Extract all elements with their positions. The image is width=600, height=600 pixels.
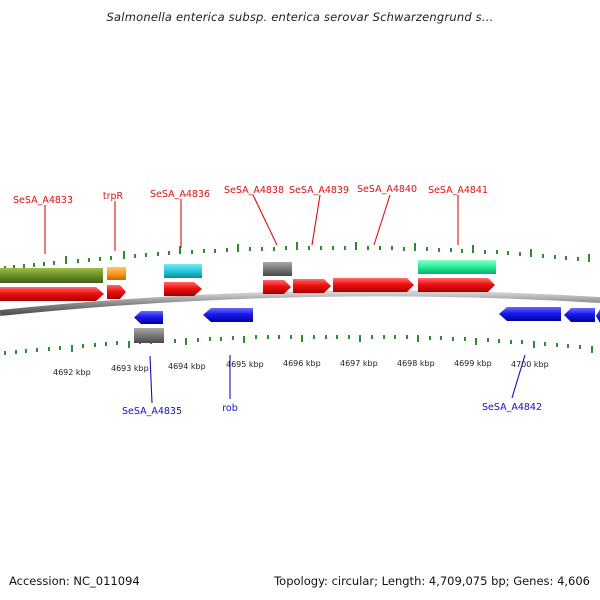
gene-label[interactable]: SeSA_A4842 <box>482 402 542 413</box>
feature-track[interactable] <box>0 260 496 343</box>
cds-reverse[interactable] <box>134 311 163 324</box>
feature-gray-bottom[interactable] <box>134 328 164 343</box>
forward-gene-labels: SeSA_A4833 trpR SeSA_A4836 SeSA_A4838 Se… <box>13 184 488 206</box>
gene-label[interactable]: SeSA_A4836 <box>150 189 210 200</box>
scale-label: 4694 kbp <box>168 362 206 371</box>
reverse-gene-labels: SeSA_A4835 rob SeSA_A4842 <box>122 402 542 417</box>
scale-label: 4692 kbp <box>53 368 91 377</box>
cds-forward[interactable] <box>293 279 331 293</box>
cds-reverse[interactable] <box>203 308 253 322</box>
cds-forward[interactable] <box>0 287 104 301</box>
scale-label: 4696 kbp <box>283 359 321 368</box>
genome-summary-text: Topology: circular; Length: 4,709,075 bp… <box>274 574 590 588</box>
cds-forward[interactable] <box>333 278 414 292</box>
reverse-cds-track[interactable] <box>134 307 600 324</box>
label-leaders <box>44 194 526 404</box>
feature-teal[interactable] <box>418 260 496 274</box>
leader-line <box>252 194 278 246</box>
gene-label[interactable]: trpR <box>103 191 124 202</box>
map-title: Salmonella enterica subsp. enterica sero… <box>106 10 494 24</box>
scale-label: 4699 kbp <box>454 359 492 368</box>
gene-label[interactable]: rob <box>222 403 238 414</box>
cds-forward[interactable] <box>263 280 291 294</box>
cds-reverse[interactable] <box>564 308 595 322</box>
leader-line <box>373 194 391 246</box>
leader-line <box>311 194 321 246</box>
cds-forward[interactable] <box>107 285 126 299</box>
leader-line <box>511 354 526 399</box>
inner-tick-ring <box>4 335 593 355</box>
gene-label[interactable]: SeSA_A4835 <box>122 406 182 417</box>
leader-line <box>149 355 153 404</box>
genome-backbone <box>0 290 600 316</box>
gene-label[interactable]: SeSA_A4841 <box>428 185 488 196</box>
scale-label: 4697 kbp <box>340 359 378 368</box>
cds-forward[interactable] <box>164 282 202 296</box>
gene-label[interactable]: SeSA_A4840 <box>357 184 417 195</box>
gene-label[interactable]: SeSA_A4833 <box>13 195 73 206</box>
gene-label[interactable]: SeSA_A4839 <box>289 185 349 196</box>
scale-label: 4698 kbp <box>397 359 435 368</box>
feature-orange[interactable] <box>107 267 126 280</box>
cds-forward[interactable] <box>418 278 495 292</box>
gene-label[interactable]: SeSA_A4838 <box>224 185 284 196</box>
outer-tick-ring <box>4 242 590 270</box>
scale-labels: 4692 kbp 4693 kbp 4694 kbp 4695 kbp 4696… <box>53 359 549 377</box>
accession-text: Accession: NC_011094 <box>9 574 140 588</box>
cds-reverse[interactable] <box>596 309 600 323</box>
scale-label: 4695 kbp <box>226 360 264 369</box>
cds-reverse[interactable] <box>499 307 561 321</box>
feature-olive[interactable] <box>0 268 103 283</box>
scale-label: 4693 kbp <box>111 364 149 373</box>
scale-label: 4700 kbp <box>511 360 549 369</box>
feature-cyan[interactable] <box>164 264 202 278</box>
forward-cds-track[interactable] <box>0 278 495 301</box>
feature-gray-top[interactable] <box>263 262 292 276</box>
